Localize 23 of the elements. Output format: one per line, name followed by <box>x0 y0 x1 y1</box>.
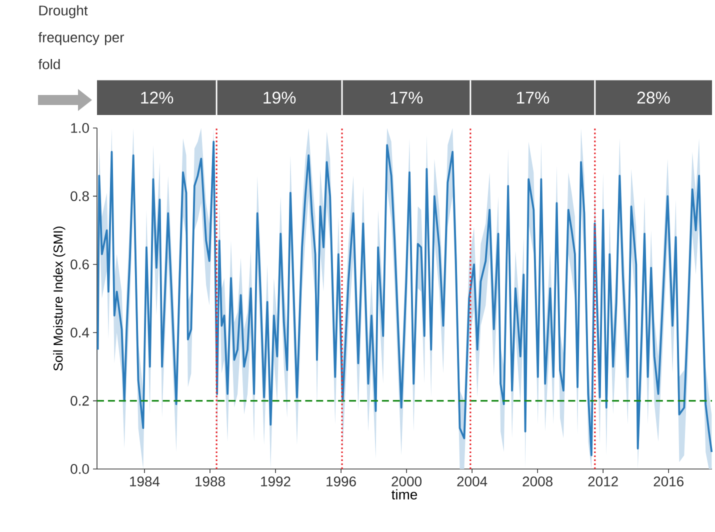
y-tick-label: 0.4 <box>70 328 90 338</box>
x-tick-label: 1992 <box>261 476 290 486</box>
text: 28% <box>637 92 670 104</box>
text: 19% <box>264 92 296 104</box>
x-tick-label: 2012 <box>588 476 618 486</box>
y-axis-title: Soil Moisture Index (SMI) <box>53 226 66 371</box>
x-tick-label: 2000 <box>392 476 422 486</box>
text: 12% <box>141 92 174 104</box>
y-tick-label: 0.6 <box>70 259 89 270</box>
x-tick-label: 2008 <box>522 476 552 486</box>
text: 17% <box>390 92 423 104</box>
y-tick-label: 0.8 <box>70 191 89 202</box>
x-tick-label: 1984 <box>130 476 160 486</box>
text: 17% <box>517 92 549 104</box>
text: Drought frequency per fold <box>38 5 124 70</box>
x-tick-label: 2016 <box>654 476 684 486</box>
x-axis-title: time <box>392 489 418 500</box>
y-tick-label: 0.2 <box>70 396 89 406</box>
y-tick-label: 0.0 <box>70 464 89 474</box>
x-tick-label: 2004 <box>457 476 488 486</box>
x-tick-label: 1996 <box>326 476 356 486</box>
y-tick-label: 1.0 <box>71 123 89 133</box>
x-tick-label: 1988 <box>196 476 225 486</box>
